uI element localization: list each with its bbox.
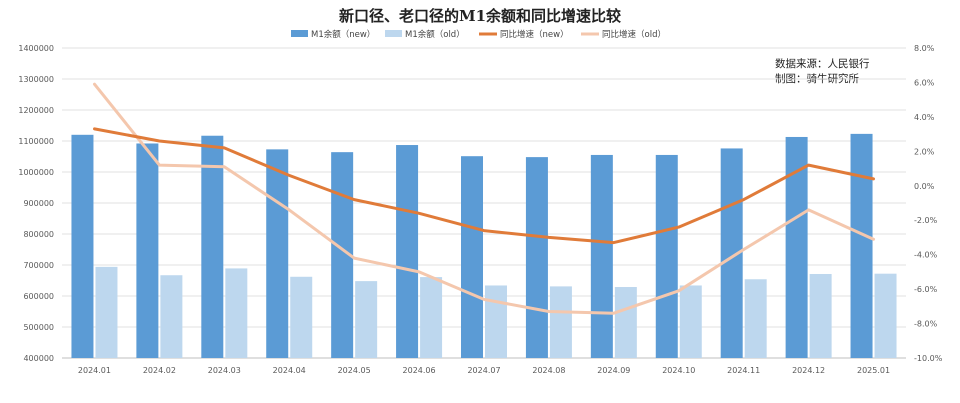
y-right-tick-label: -6.0% bbox=[914, 285, 938, 294]
y-left-tick-label: 1400000 bbox=[18, 44, 54, 53]
line-yoy-old bbox=[93, 82, 875, 315]
annotation-author: 制图：骑牛研究所 bbox=[775, 72, 859, 85]
bar-m1-new bbox=[396, 145, 419, 358]
bar-m1-old bbox=[809, 273, 832, 358]
legend-label-bar-old: M1余额（old） bbox=[405, 29, 465, 40]
y-right-tick-label: 2.0% bbox=[914, 147, 935, 156]
bar-m1-old bbox=[95, 266, 118, 358]
y-right-tick-label: -2.0% bbox=[914, 216, 938, 225]
lines bbox=[93, 82, 875, 315]
y-left-tick-label: 800000 bbox=[23, 230, 54, 239]
y-right-tick-label: 4.0% bbox=[914, 113, 935, 122]
x-tick-label: 2024.05 bbox=[338, 366, 371, 375]
y-right-tick-label: 0.0% bbox=[914, 182, 935, 191]
bar-m1-new bbox=[850, 133, 873, 358]
y-left-tick-label: 400000 bbox=[23, 354, 54, 363]
y-right-tick-label: -4.0% bbox=[914, 251, 938, 260]
y-right-tick-label: 8.0% bbox=[914, 44, 935, 53]
bar-m1-new bbox=[201, 135, 224, 358]
y-left-tick-label: 500000 bbox=[23, 323, 54, 332]
x-tick-label: 2024.07 bbox=[467, 366, 500, 375]
bar-m1-old bbox=[355, 281, 378, 358]
x-tick-label: 2024.12 bbox=[792, 366, 825, 375]
bar-m1-old bbox=[225, 268, 248, 358]
y-left-tick-label: 1100000 bbox=[18, 137, 54, 146]
y-left-tick-label: 700000 bbox=[23, 261, 54, 270]
x-tick-label: 2024.06 bbox=[403, 366, 436, 375]
x-tick-label: 2024.08 bbox=[532, 366, 565, 375]
chart-title: 新口径、老口径的M1余额和同比增速比较 bbox=[339, 7, 621, 25]
bar-m1-old bbox=[160, 275, 183, 358]
x-tick-label: 2024.02 bbox=[143, 366, 176, 375]
x-tick-label: 2024.10 bbox=[662, 366, 695, 375]
bars bbox=[71, 133, 897, 358]
bar-m1-old bbox=[420, 277, 443, 358]
y-left-tick-label: 600000 bbox=[23, 292, 54, 301]
bar-m1-new bbox=[525, 157, 548, 358]
x-tick-label: 2024.03 bbox=[208, 366, 241, 375]
bar-m1-new bbox=[266, 149, 289, 358]
bar-m1-old bbox=[679, 285, 702, 358]
y-left-tick-label: 1200000 bbox=[18, 106, 54, 115]
y-right-tick-label: 6.0% bbox=[914, 78, 935, 87]
bar-m1-new bbox=[655, 154, 678, 358]
line-yoy-new bbox=[93, 127, 875, 245]
x-tick-label: 2024.04 bbox=[273, 366, 306, 375]
annotation-source: 数据来源：人民银行 bbox=[775, 57, 870, 70]
legend: M1余额（new） M1余额（old） 同比增速（new） 同比增速（old） bbox=[291, 29, 666, 40]
legend-label-line-old: 同比增速（old） bbox=[602, 29, 666, 40]
bar-m1-new bbox=[590, 154, 613, 358]
bar-m1-new bbox=[71, 134, 94, 358]
bar-m1-old bbox=[549, 286, 572, 358]
bar-m1-new bbox=[136, 143, 159, 358]
bar-m1-old bbox=[744, 279, 767, 358]
y-right-tick-label: -8.0% bbox=[914, 320, 938, 329]
bar-m1-old bbox=[290, 276, 313, 358]
y-left-tick-label: 900000 bbox=[23, 199, 54, 208]
bar-m1-new bbox=[785, 136, 808, 358]
x-tick-label: 2025.01 bbox=[857, 366, 890, 375]
x-tick-label: 2024.01 bbox=[78, 366, 111, 375]
y-right-tick-label: -10.0% bbox=[914, 354, 943, 363]
axis-ticks: 400000 500000 600000 700000 800000 900000 1000… bbox=[18, 44, 942, 375]
x-tick-label: 2024.11 bbox=[727, 366, 760, 375]
bar-m1-old bbox=[614, 287, 637, 358]
x-tick-label: 2024.09 bbox=[597, 366, 630, 375]
bar-m1-old bbox=[874, 273, 897, 358]
legend-label-line-new: 同比增速（new） bbox=[500, 29, 569, 40]
bar-m1-new bbox=[461, 156, 483, 358]
legend-swatch-bar-new bbox=[291, 30, 308, 37]
legend-swatch-bar-old bbox=[385, 30, 402, 37]
legend-label-bar-new: M1余额（new） bbox=[311, 29, 375, 40]
bar-m1-old bbox=[485, 285, 507, 358]
y-left-tick-label: 1000000 bbox=[18, 168, 54, 177]
gridlines bbox=[62, 47, 906, 359]
y-left-tick-label: 1300000 bbox=[18, 75, 54, 84]
bar-m1-new bbox=[331, 152, 354, 358]
